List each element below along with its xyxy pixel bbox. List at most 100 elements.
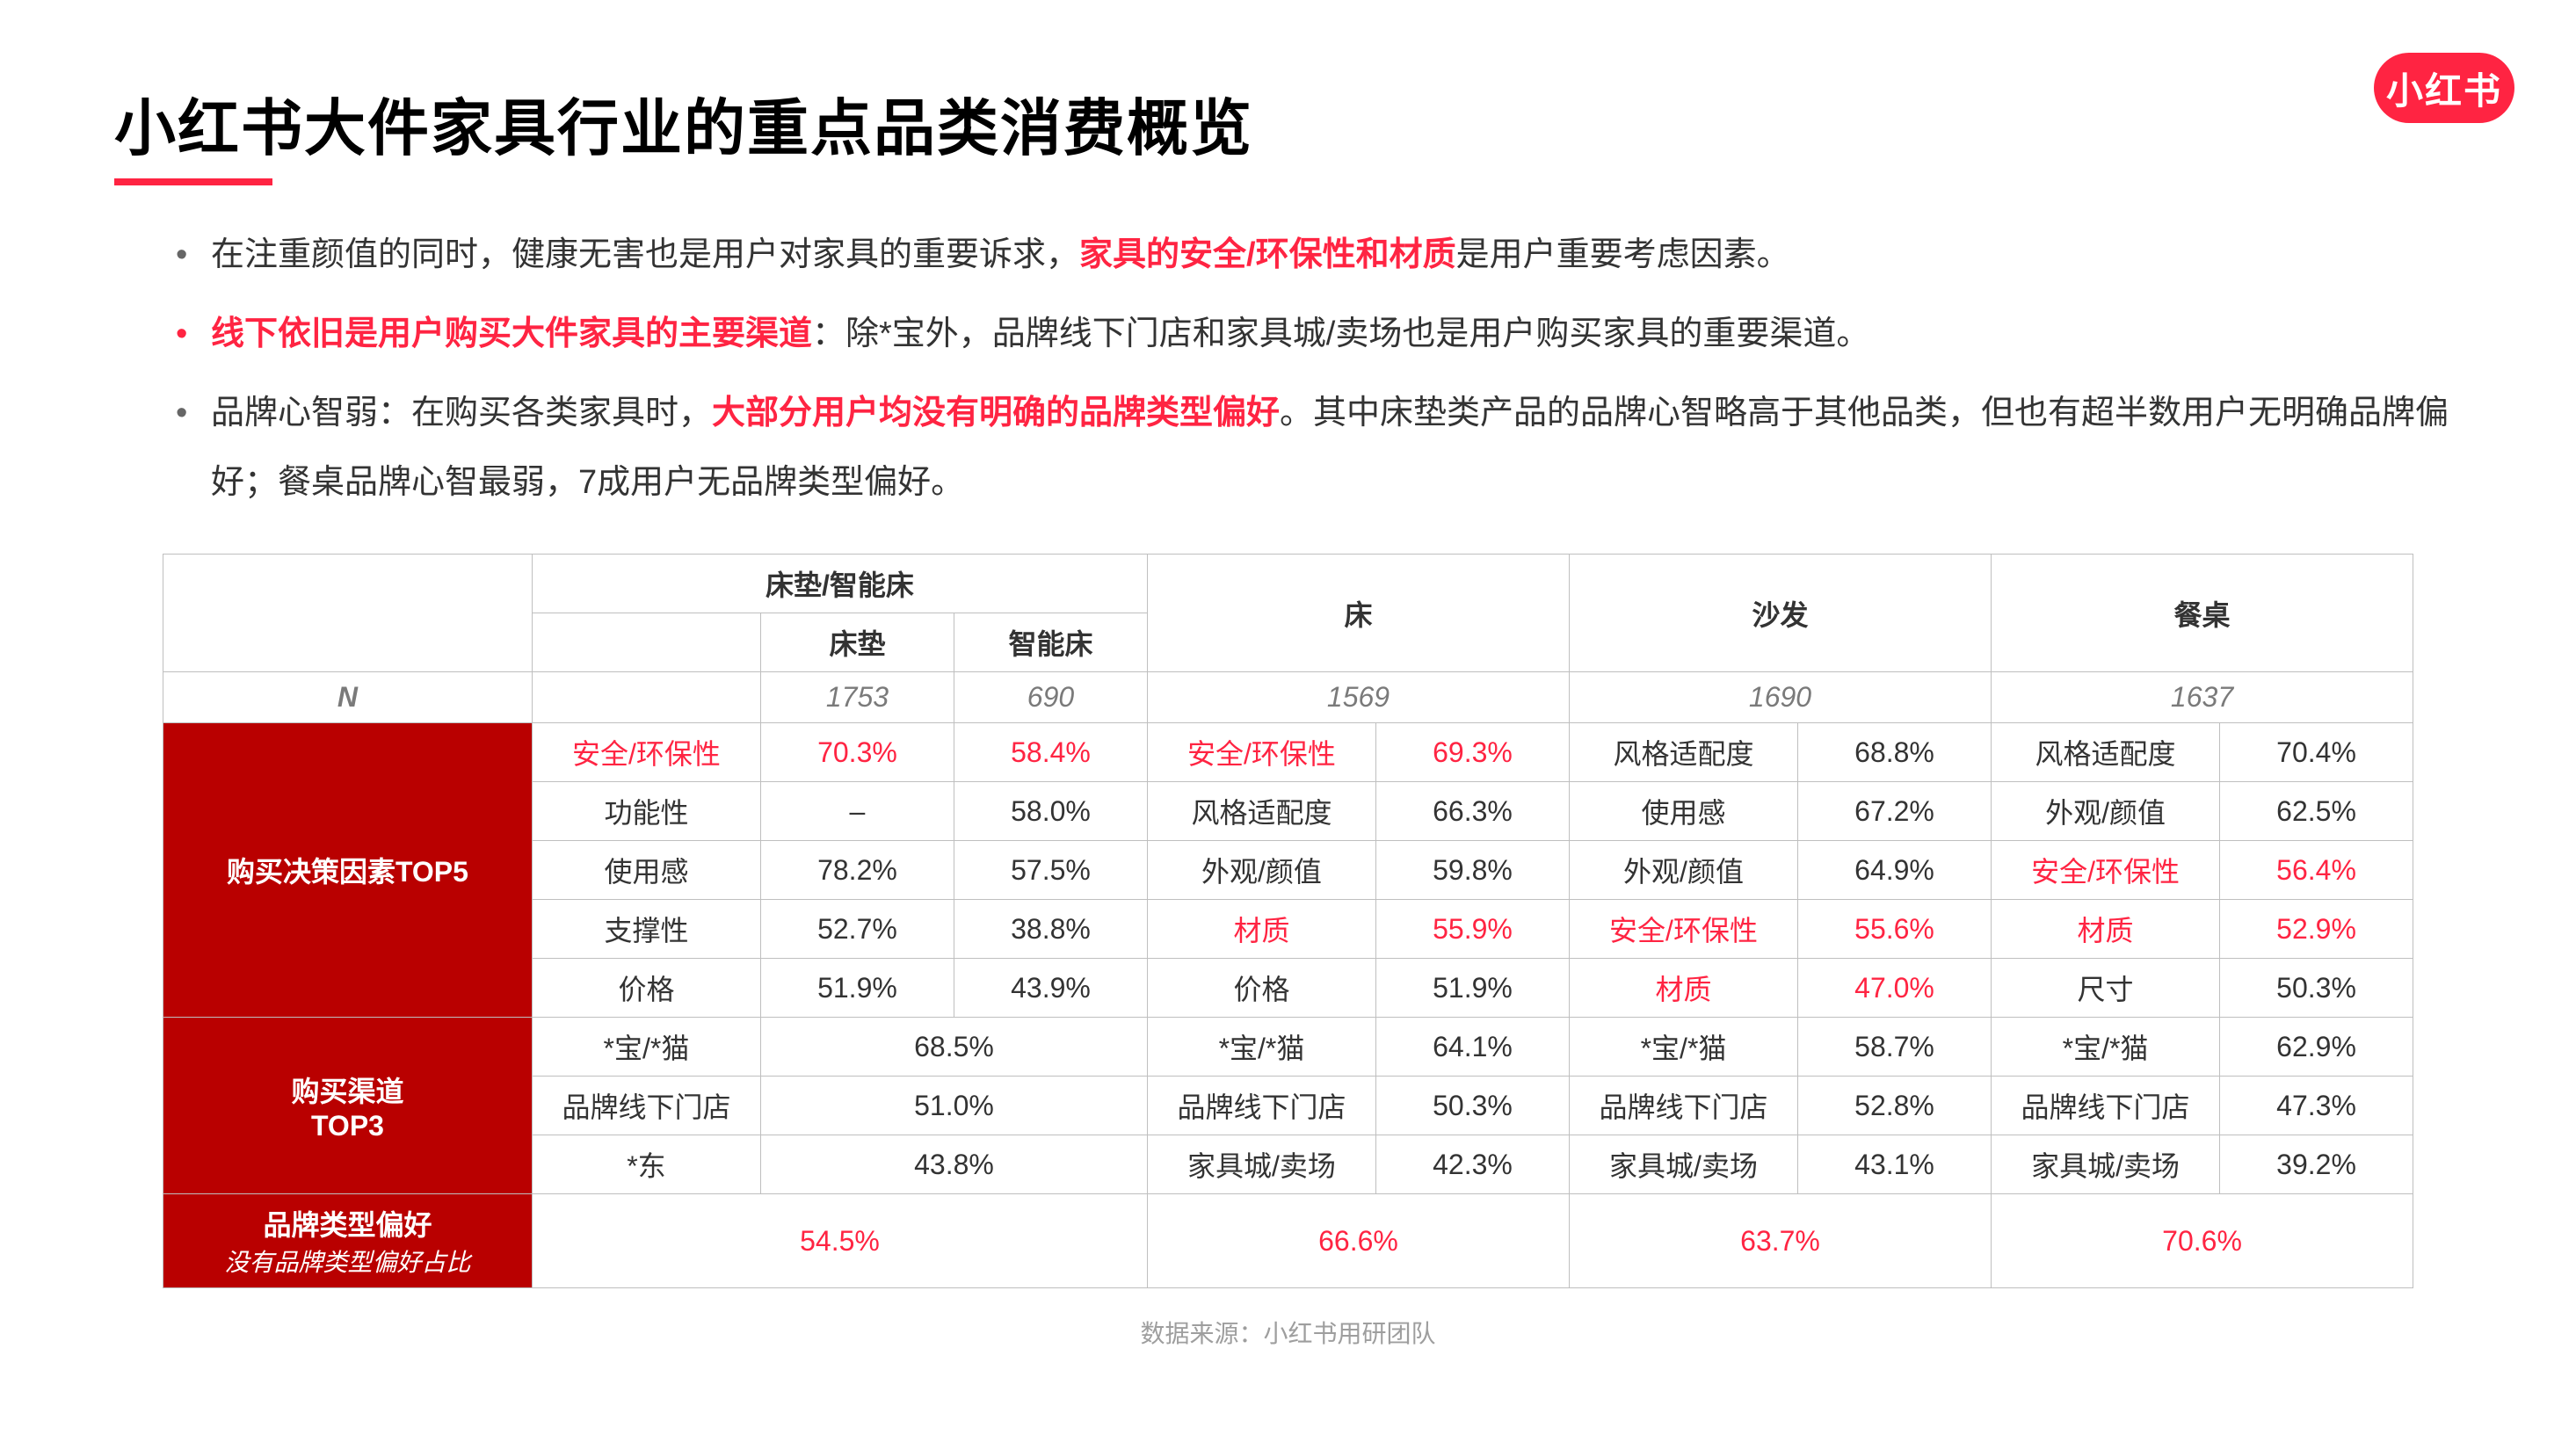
- t3r0-tl: *宝/*猫: [1992, 1018, 2220, 1077]
- t5r1-s: 58.0%: [954, 782, 1147, 841]
- t3r1-bl: 品牌线下门店: [1147, 1077, 1375, 1135]
- t3r0-bv: 64.1%: [1375, 1018, 1569, 1077]
- t3r1-sv: 52.8%: [1798, 1077, 1992, 1135]
- brandpref-l2: 没有品牌类型偏好占比: [169, 1243, 526, 1279]
- xhs-logo: 小红书: [2374, 53, 2514, 123]
- t5r4-m: 51.9%: [760, 959, 954, 1018]
- t3r0-bl: *宝/*猫: [1147, 1018, 1375, 1077]
- t5r0-tv: 70.4%: [2220, 723, 2413, 782]
- t5r2-tl: 安全/环保性: [1992, 841, 2220, 900]
- brandpref-tbl: 70.6%: [1992, 1194, 2413, 1288]
- t3r1-tl: 品牌线下门店: [1992, 1077, 2220, 1135]
- t5r2-bv: 59.8%: [1375, 841, 1569, 900]
- t3r0-tv: 62.9%: [2220, 1018, 2413, 1077]
- n-row: N 1753 690 1569 1690 1637: [163, 672, 2413, 723]
- t5r2-s: 57.5%: [954, 841, 1147, 900]
- t5r3-m: 52.7%: [760, 900, 954, 959]
- top3-label-l1: 购买渠道: [291, 1076, 403, 1107]
- header-row-1: 床垫/智能床 床 沙发 餐桌: [163, 555, 2413, 613]
- top5-row-0: 购买决策因素TOP5 安全/环保性 70.3% 58.4% 安全/环保性 69.…: [163, 723, 2413, 782]
- t5r2-g1l: 使用感: [532, 841, 760, 900]
- t5r4-sv: 47.0%: [1798, 959, 1992, 1018]
- t5r3-g1l: 支撑性: [532, 900, 760, 959]
- bullet-3-hl: 大部分用户均没有明确的品牌类型偏好: [712, 395, 1280, 431]
- t5r4-tv: 50.3%: [2220, 959, 2413, 1018]
- t5r1-tv: 62.5%: [2220, 782, 2413, 841]
- top5-label: 购买决策因素TOP5: [163, 723, 532, 1018]
- bullet-1-post: 是用户重要考虑因素。: [1456, 236, 1790, 273]
- bullet-1: 在注重颜值的同时，健康无害也是用户对家具的重要诉求，家具的安全/环保性和材质是用…: [176, 221, 2462, 291]
- t3r0-sl: *宝/*猫: [1570, 1018, 1798, 1077]
- bullet-2: 线下依旧是用户购买大件家具的主要渠道：除*宝外，品牌线下门店和家具城/卖场也是用…: [176, 300, 2462, 370]
- t5r1-bv: 66.3%: [1375, 782, 1569, 841]
- n-sofa: 1690: [1570, 672, 1992, 723]
- t5r1-sv: 67.2%: [1798, 782, 1992, 841]
- t5r3-tv: 52.9%: [2220, 900, 2413, 959]
- t5r2-sl: 外观/颜值: [1570, 841, 1798, 900]
- t5r3-sv: 55.6%: [1798, 900, 1992, 959]
- brandpref-l1: 品牌类型偏好: [263, 1209, 432, 1241]
- t3r2-tv: 39.2%: [2220, 1135, 2413, 1194]
- t5r1-g1l: 功能性: [532, 782, 760, 841]
- col-group1: 床垫/智能床: [532, 555, 1147, 613]
- top3-row-0: 购买渠道 TOP3 *宝/*猫 68.5% *宝/*猫 64.1% *宝/*猫 …: [163, 1018, 2413, 1077]
- t3r1-g1v: 51.0%: [760, 1077, 1147, 1135]
- t5r4-g1l: 价格: [532, 959, 760, 1018]
- footer-source: 数据来源：小红书用研团队: [114, 1315, 2462, 1350]
- brandpref-sofa: 63.7%: [1570, 1194, 1992, 1288]
- t5r0-g1l: 安全/环保性: [532, 723, 760, 782]
- t3r0-g1l: *宝/*猫: [532, 1018, 760, 1077]
- data-table: 床垫/智能床 床 沙发 餐桌 床垫 智能床 N 1753 690 1569 16…: [163, 554, 2413, 1288]
- t5r4-bl: 价格: [1147, 959, 1375, 1018]
- bullet-1-pre: 在注重颜值的同时，健康无害也是用户对家具的重要诉求，: [211, 236, 1079, 273]
- t5r0-sv: 68.8%: [1798, 723, 1992, 782]
- t5r1-bl: 风格适配度: [1147, 782, 1375, 841]
- page-title: 小红书大件家具行业的重点品类消费概览: [114, 79, 1253, 184]
- n-mattress: 1753: [760, 672, 954, 723]
- t5r1-m: –: [760, 782, 954, 841]
- col-bed: 床: [1147, 555, 1569, 672]
- col-sofa: 沙发: [1570, 555, 1992, 672]
- t3r0-g1v: 68.5%: [760, 1018, 1147, 1077]
- t5r3-bv: 55.9%: [1375, 900, 1569, 959]
- t5r1-sl: 使用感: [1570, 782, 1798, 841]
- t5r2-bl: 外观/颜值: [1147, 841, 1375, 900]
- t5r4-tl: 尺寸: [1992, 959, 2220, 1018]
- n-table: 1637: [1992, 672, 2413, 723]
- t3r2-sl: 家具城/卖场: [1570, 1135, 1798, 1194]
- t5r1-tl: 外观/颜值: [1992, 782, 2220, 841]
- n-label: N: [163, 672, 532, 723]
- bullet-2-hl: 线下依旧是用户购买大件家具的主要渠道: [211, 315, 812, 352]
- col-table: 餐桌: [1992, 555, 2413, 672]
- brandpref-row: 品牌类型偏好 没有品牌类型偏好占比 54.5% 66.6% 63.7% 70.6…: [163, 1194, 2413, 1288]
- t5r0-sl: 风格适配度: [1570, 723, 1798, 782]
- bullet-3-pre: 品牌心智弱：在购买各类家具时，: [211, 395, 712, 431]
- brandpref-bed: 66.6%: [1147, 1194, 1569, 1288]
- t3r1-g1l: 品牌线下门店: [532, 1077, 760, 1135]
- t3r2-g1l: *东: [532, 1135, 760, 1194]
- t5r0-s: 58.4%: [954, 723, 1147, 782]
- top3-label-l2: TOP3: [311, 1110, 384, 1142]
- t5r0-bv: 69.3%: [1375, 723, 1569, 782]
- t5r2-m: 78.2%: [760, 841, 954, 900]
- t5r3-tl: 材质: [1992, 900, 2220, 959]
- col-mattress: 床垫: [760, 613, 954, 672]
- t3r1-sl: 品牌线下门店: [1570, 1077, 1798, 1135]
- n-smartbed: 690: [954, 672, 1147, 723]
- t3r0-sv: 58.7%: [1798, 1018, 1992, 1077]
- t5r2-sv: 64.9%: [1798, 841, 1992, 900]
- bullet-3: 品牌心智弱：在购买各类家具时，大部分用户均没有明确的品牌类型偏好。其中床垫类产品…: [176, 379, 2462, 519]
- t5r3-bl: 材质: [1147, 900, 1375, 959]
- t3r2-tl: 家具城/卖场: [1992, 1135, 2220, 1194]
- t5r3-sl: 安全/环保性: [1570, 900, 1798, 959]
- t3r1-bv: 50.3%: [1375, 1077, 1569, 1135]
- t5r3-s: 38.8%: [954, 900, 1147, 959]
- t5r4-bv: 51.9%: [1375, 959, 1569, 1018]
- t5r4-sl: 材质: [1570, 959, 1798, 1018]
- top3-label: 购买渠道 TOP3: [163, 1018, 532, 1194]
- t5r4-s: 43.9%: [954, 959, 1147, 1018]
- bullet-1-hl: 家具的安全/环保性和材质: [1079, 236, 1456, 273]
- t3r2-bl: 家具城/卖场: [1147, 1135, 1375, 1194]
- bullets-list: 在注重颜值的同时，健康无害也是用户对家具的重要诉求，家具的安全/环保性和材质是用…: [114, 221, 2462, 518]
- brandpref-label: 品牌类型偏好 没有品牌类型偏好占比: [163, 1194, 532, 1288]
